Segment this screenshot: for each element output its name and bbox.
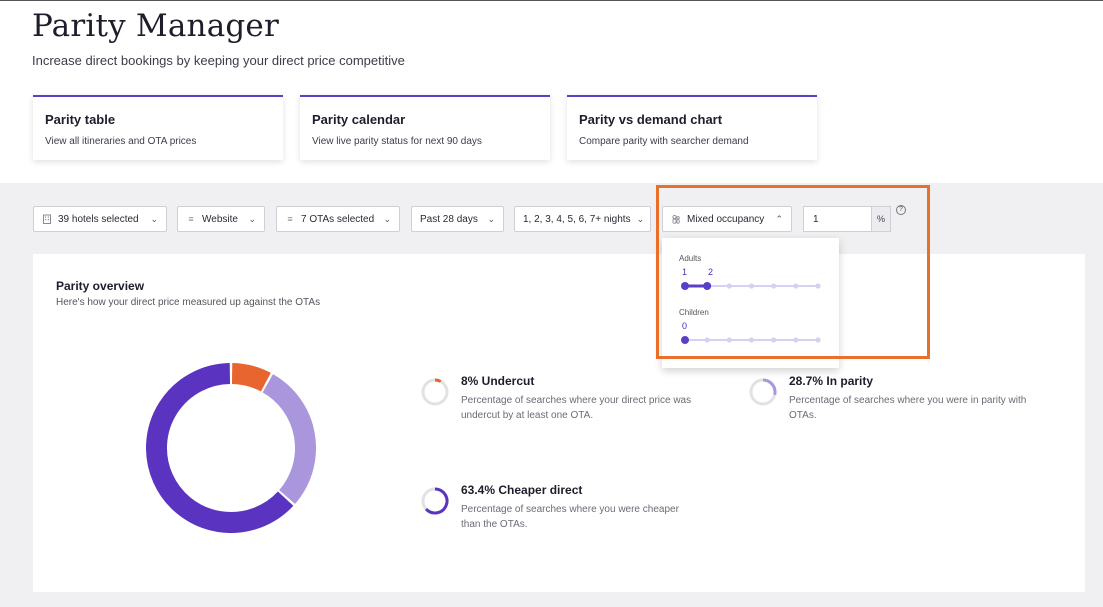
- card-title: Parity vs demand chart: [579, 112, 723, 127]
- percent-unit: %: [871, 207, 890, 231]
- chevron-down-icon: ⌄: [636, 213, 645, 224]
- cheaper-direct-title: 63.4% Cheaper direct: [461, 483, 583, 497]
- top-divider: [0, 0, 1103, 1]
- undercut-slice[interactable]: [231, 363, 271, 392]
- parity-vs-demand-card[interactable]: Parity vs demand chart Compare parity wi…: [567, 95, 817, 160]
- adults-max-value: 2: [708, 267, 714, 277]
- adults-range-slider[interactable]: [679, 280, 824, 292]
- card-description: View live parity status for next 90 days: [312, 136, 482, 147]
- undercut-ring-icon: [421, 378, 449, 406]
- parity-overview-panel: Parity overview Here's how your direct p…: [33, 254, 1085, 592]
- occupancy-filter[interactable]: Mixed occupancy ⌃: [662, 206, 792, 232]
- card-description: Compare parity with searcher demand: [579, 136, 749, 147]
- adults-label: Adults: [679, 254, 702, 263]
- slider-stop: [748, 337, 755, 343]
- overview-title: Parity overview: [56, 279, 145, 293]
- slider-stop: [726, 283, 732, 289]
- help-icon[interactable]: ?: [896, 205, 906, 215]
- threshold-input[interactable]: 1 %: [803, 206, 891, 232]
- hotels-filter[interactable]: 39 hotels selected ⌄: [33, 206, 167, 232]
- slider-handle[interactable]: [681, 282, 689, 290]
- parity-donut-chart: [146, 363, 316, 533]
- slider-stop: [815, 337, 821, 343]
- children-value: 0: [682, 321, 688, 331]
- channel-filter[interactable]: ≡ Website ⌄: [177, 206, 265, 232]
- otas-filter[interactable]: ≡ 7 OTAs selected ⌄: [276, 206, 400, 232]
- cheaper-direct-slice[interactable]: [146, 363, 294, 533]
- chevron-up-icon: ⌃: [775, 213, 783, 224]
- period-filter[interactable]: Past 28 days ⌄: [411, 206, 504, 232]
- ring-track: [421, 378, 449, 406]
- slider-stop: [815, 283, 821, 289]
- in-parity-ring-icon: [749, 378, 777, 406]
- card-description: View all itineraries and OTA prices: [45, 136, 197, 147]
- channel-filter-label: Website: [202, 213, 238, 225]
- card-title: Parity table: [45, 112, 116, 127]
- in-parity-slice[interactable]: [262, 374, 316, 504]
- nights-filter-label: 1, 2, 3, 4, 5, 6, 7+ nights: [523, 213, 631, 225]
- children-label: Children: [679, 308, 709, 317]
- occupancy-filter-label: Mixed occupancy: [687, 213, 765, 225]
- slider-handle[interactable]: [681, 336, 689, 344]
- children-slider[interactable]: [679, 334, 824, 346]
- parity-table-card[interactable]: Parity table View all itineraries and OT…: [33, 95, 283, 160]
- hotel-icon: [42, 214, 52, 224]
- ring-progress: [424, 487, 449, 515]
- in-parity-description: Percentage of searches where you were in…: [789, 395, 1027, 421]
- adults-min-value: 1: [682, 267, 688, 277]
- chevron-down-icon: ⌄: [248, 213, 256, 224]
- slider-handle[interactable]: [703, 282, 712, 290]
- otas-filter-label: 7 OTAs selected: [301, 213, 375, 225]
- slider-stop: [771, 337, 777, 343]
- slider-stop: [793, 337, 799, 343]
- cheaper-direct-ring-icon: [421, 487, 449, 515]
- card-title: Parity calendar: [312, 112, 406, 127]
- period-filter-label: Past 28 days: [420, 213, 478, 225]
- people-icon: [671, 214, 681, 224]
- occupancy-dropdown: Adults 1 2 Children 0: [662, 238, 839, 368]
- cheaper-direct-description: Percentage of searches where you were ch…: [461, 504, 679, 530]
- page-subtitle: Increase direct bookings by keeping your…: [32, 53, 405, 68]
- nights-filter[interactable]: 1, 2, 3, 4, 5, 6, 7+ nights ⌄: [514, 206, 651, 232]
- ring-progress: [762, 378, 777, 396]
- slider-stop: [704, 337, 710, 343]
- overview-subtitle: Here's how your direct price measured up…: [56, 297, 321, 308]
- slider-stop: [726, 337, 732, 343]
- chevron-down-icon: ⌄: [487, 213, 495, 224]
- threshold-value[interactable]: 1: [813, 213, 819, 225]
- slider-stop: [793, 283, 799, 289]
- chevron-down-icon: ⌄: [383, 213, 391, 224]
- undercut-title: 8% Undercut: [461, 374, 535, 388]
- chevron-down-icon: ⌄: [150, 213, 158, 224]
- hotels-filter-label: 39 hotels selected: [58, 213, 139, 225]
- undercut-description: Percentage of searches where your direct…: [461, 395, 692, 421]
- ring-progress: [434, 378, 442, 383]
- slider-stop: [748, 283, 755, 289]
- list-icon: ≡: [287, 214, 293, 224]
- slider-stop: [771, 283, 777, 289]
- parity-calendar-card[interactable]: Parity calendar View live parity status …: [300, 95, 550, 160]
- page-title: Parity Manager: [32, 8, 279, 44]
- in-parity-title: 28.7% In parity: [789, 374, 874, 388]
- list-icon: ≡: [188, 214, 194, 224]
